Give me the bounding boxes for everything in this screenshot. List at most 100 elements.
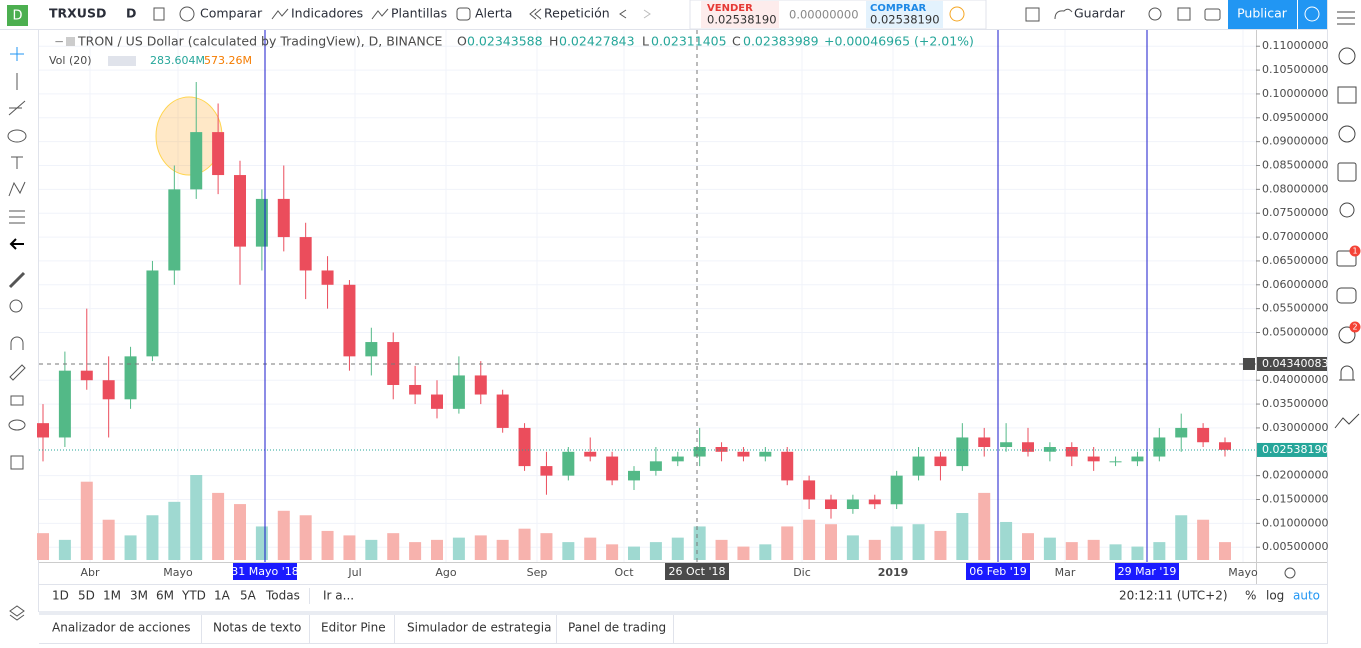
volume-bar: [978, 492, 991, 560]
prediction-tool[interactable]: [9, 210, 25, 224]
panel-tab[interactable]: Editor Pine: [321, 621, 386, 635]
publish-button[interactable]: [1228, 0, 1297, 29]
range-button[interactable]: 1A: [214, 589, 231, 603]
lock-tool[interactable]: [10, 395, 24, 406]
volume-bar: [387, 533, 400, 560]
panel-tab[interactable]: Panel de trading: [568, 621, 666, 635]
x-tick-label: Mar: [1055, 566, 1076, 579]
log-toggle[interactable]: log: [1266, 589, 1284, 603]
volume-bar: [606, 544, 619, 560]
candle-body: [146, 270, 159, 357]
candle-body: [1000, 442, 1013, 448]
candle-body: [409, 384, 422, 395]
legend-value: 0.02343588: [467, 34, 543, 49]
panel-tab[interactable]: Simulador de estrategia: [407, 621, 551, 635]
candle-body: [956, 437, 969, 467]
divider: [39, 611, 1327, 615]
magnet-tool[interactable]: [10, 336, 24, 350]
range-button[interactable]: 3M: [130, 589, 148, 603]
panel-tab[interactable]: Analizador de acciones: [52, 621, 190, 635]
date-marker-tag: [966, 563, 1030, 580]
redo-icon[interactable]: [643, 9, 651, 19]
volume-value: 283.604M: [150, 54, 205, 67]
goto-button[interactable]: Ir a...: [323, 589, 354, 603]
snapshot-icon[interactable]: [1204, 8, 1221, 21]
logo[interactable]: [7, 5, 28, 26]
save-button[interactable]: Guardar: [1074, 6, 1126, 21]
range-button[interactable]: 1M: [103, 589, 121, 603]
templates-icon[interactable]: [371, 8, 389, 20]
notifications-icon[interactable]: [1339, 365, 1355, 381]
stay-drawing-tool[interactable]: [9, 364, 26, 381]
range-button[interactable]: 1D: [52, 589, 69, 603]
streams-icon[interactable]: [1338, 326, 1356, 344]
range-button[interactable]: Todas: [265, 589, 300, 603]
volume-bar: [912, 524, 925, 560]
indicators-icon[interactable]: [271, 8, 289, 20]
pattern-tool[interactable]: [8, 181, 26, 197]
badge-count: 1: [1352, 247, 1357, 256]
legend-change: +0.00046965 (+2.01%): [824, 34, 974, 49]
badge-count: 2: [1352, 323, 1357, 332]
fullscreen-icon[interactable]: [1177, 7, 1191, 21]
alert-button[interactable]: Alerta: [475, 6, 512, 21]
compare-button[interactable]: Comparar: [200, 6, 263, 21]
chart-style-icon[interactable]: [153, 7, 165, 21]
layers-tool[interactable]: [9, 605, 25, 621]
stream-button[interactable]: [1298, 0, 1327, 29]
sell-button[interactable]: [701, 1, 779, 28]
publish-label: Publicar: [1237, 6, 1288, 21]
undo-icon[interactable]: [619, 9, 627, 19]
messages-icon[interactable]: [1336, 287, 1357, 304]
templates-button[interactable]: Plantillas: [391, 6, 447, 21]
measure-tool[interactable]: [8, 271, 26, 289]
hotlist-icon[interactable]: [1338, 125, 1356, 143]
layout-icon[interactable]: [1025, 7, 1040, 22]
range-button[interactable]: 5A: [240, 589, 257, 603]
volume-controls[interactable]: [108, 56, 136, 66]
interval[interactable]: D: [126, 6, 136, 21]
range-button[interactable]: 6M: [156, 589, 174, 603]
collapse[interactable]: −: [54, 35, 64, 49]
crosshair-tool[interactable]: [10, 47, 24, 61]
panel-tab[interactable]: Notas de texto: [213, 621, 301, 635]
back-tool[interactable]: [9, 238, 24, 250]
fib-tool[interactable]: [8, 100, 26, 116]
range-button[interactable]: 5D: [78, 589, 95, 603]
range-button[interactable]: YTD: [181, 589, 206, 603]
data-window-icon[interactable]: [1337, 86, 1357, 104]
volume-bar: [452, 537, 465, 560]
visibility-tool[interactable]: [8, 419, 26, 431]
text-tool[interactable]: [11, 156, 23, 169]
alerts-icon[interactable]: [1338, 47, 1356, 65]
trading-icon[interactable]: [1334, 413, 1360, 429]
buy-button[interactable]: [866, 1, 943, 28]
watchlist-icon[interactable]: [1337, 11, 1355, 25]
indicators-button[interactable]: Indicadores: [291, 6, 363, 21]
shape-tool[interactable]: [7, 129, 27, 143]
volume-bar: [584, 537, 597, 560]
candle-body: [912, 456, 925, 476]
alert-icon[interactable]: [456, 7, 471, 21]
percent-toggle[interactable]: %: [1245, 589, 1256, 603]
candle-body: [606, 456, 619, 481]
candle-body: [1197, 427, 1210, 443]
chat-icon[interactable]: [1336, 250, 1357, 267]
trash-tool[interactable]: [10, 455, 24, 470]
compare-icon[interactable]: [179, 6, 195, 22]
calendar-icon[interactable]: [1337, 162, 1357, 182]
volume-bar: [1022, 533, 1034, 560]
axis-settings-icon[interactable]: [1284, 567, 1296, 579]
zoom-tool[interactable]: [9, 299, 23, 313]
symbol[interactable]: TRXUSD: [49, 6, 106, 21]
y-tick-label: 0.06000000: [1262, 278, 1328, 291]
settings-icon[interactable]: [1148, 7, 1162, 21]
replay-button[interactable]: Repetición: [544, 6, 610, 21]
auto-toggle[interactable]: auto: [1293, 589, 1320, 603]
candle-body: [168, 189, 181, 271]
info-icon[interactable]: [949, 6, 965, 22]
last-price-label: 0.02538190: [1262, 443, 1328, 456]
ideas-icon[interactable]: [1339, 202, 1355, 218]
replay-icon[interactable]: [529, 8, 542, 20]
